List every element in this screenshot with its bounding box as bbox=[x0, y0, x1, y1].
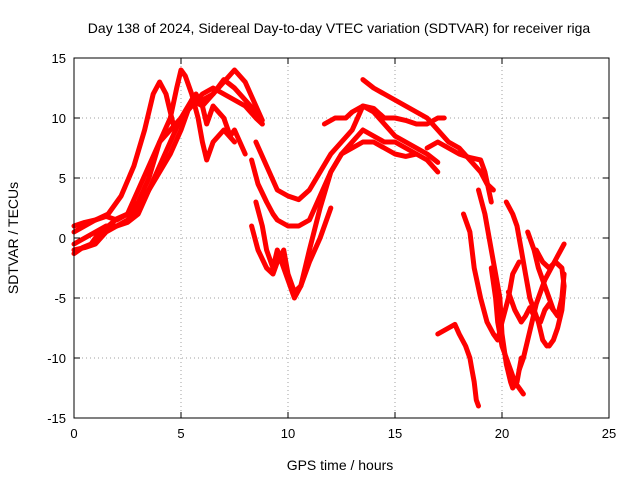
series-track-12 bbox=[424, 139, 494, 205]
y-tick-label: 0 bbox=[59, 231, 66, 246]
y-tick-label: -5 bbox=[54, 291, 66, 306]
y-axis-label: SDTVAR / TECUs bbox=[5, 182, 21, 294]
series-track-16 bbox=[488, 265, 526, 397]
x-tick-label: 20 bbox=[495, 426, 509, 441]
series-track-2 bbox=[71, 67, 265, 235]
series-track-10 bbox=[321, 103, 447, 127]
series-track-5 bbox=[71, 67, 237, 257]
chart-title: Day 138 of 2024, Sidereal Day-to-day VTE… bbox=[88, 20, 591, 36]
tick-layer: 0 5 10 15 20 25 -15 -10 -5 0 5 10 15 bbox=[47, 51, 616, 441]
series-track-9 bbox=[249, 205, 334, 295]
series-track-13 bbox=[435, 321, 481, 409]
y-tick-label: -10 bbox=[47, 351, 66, 366]
series-track-6 bbox=[253, 103, 441, 203]
x-tick-label: 15 bbox=[388, 426, 402, 441]
series-track-17 bbox=[503, 199, 550, 349]
series-layer bbox=[71, 67, 567, 409]
y-tick-label: -15 bbox=[47, 411, 66, 426]
x-tick-label: 25 bbox=[602, 426, 616, 441]
x-tick-label: 0 bbox=[70, 426, 77, 441]
x-tick-label: 5 bbox=[177, 426, 184, 441]
y-tick-label: 15 bbox=[52, 51, 66, 66]
x-axis-label: GPS time / hours bbox=[287, 457, 394, 473]
series-track-21 bbox=[533, 247, 567, 349]
series-track-4 bbox=[71, 91, 248, 253]
series-track-11 bbox=[360, 77, 496, 193]
y-tick-label: 5 bbox=[59, 171, 66, 186]
y-tick-label: 10 bbox=[52, 111, 66, 126]
x-tick-label: 10 bbox=[281, 426, 295, 441]
